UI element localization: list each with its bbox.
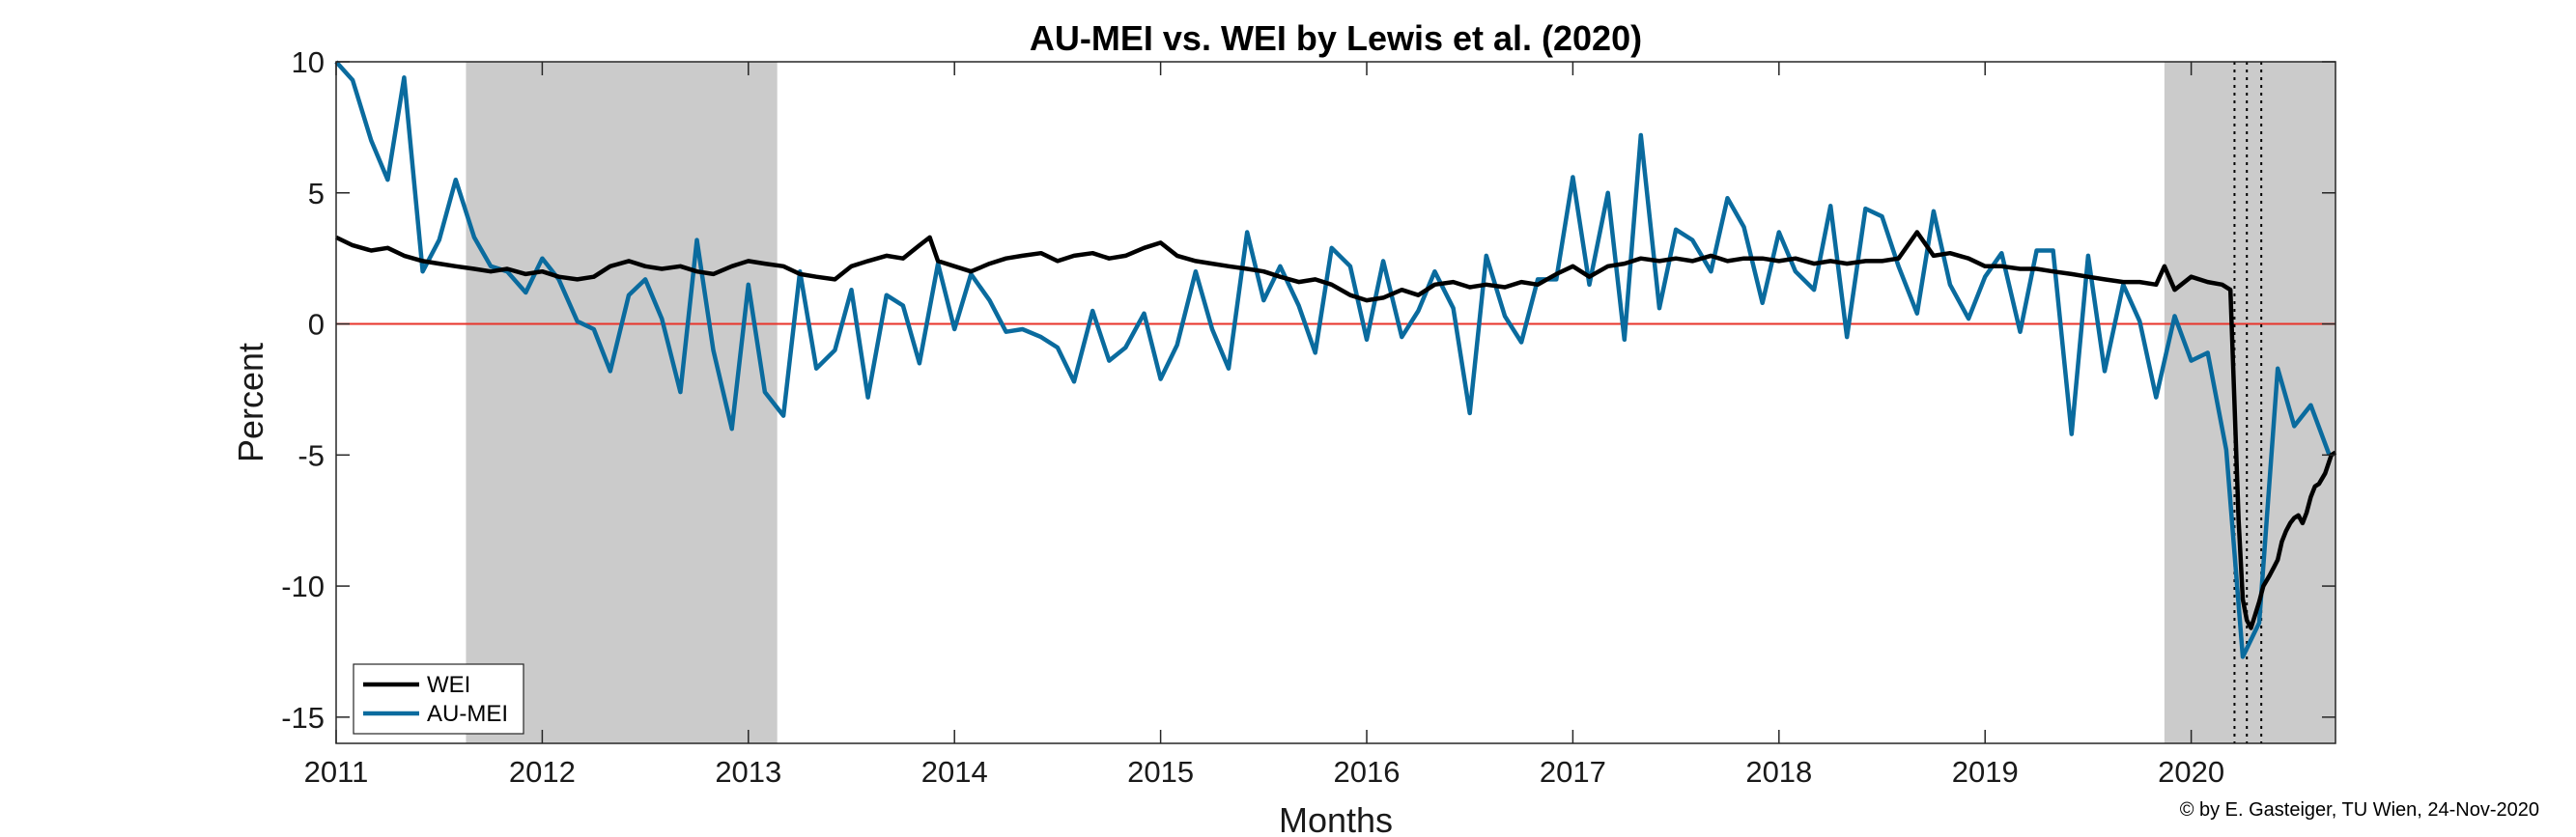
x-tick-label: 2017 [1540, 755, 1606, 789]
copyright-credit: © by E. Gasteiger, TU Wien, 24-Nov-2020 [2179, 799, 2539, 821]
y-tick-label: -5 [297, 438, 325, 472]
y-tick-label: 0 [308, 308, 325, 342]
y-tick-label: 10 [292, 45, 325, 79]
y-tick-label: -10 [281, 570, 325, 603]
x-tick-label: 2018 [1745, 755, 1812, 789]
x-tick-label: 2013 [715, 755, 781, 789]
x-tick-label: 2014 [921, 755, 988, 789]
legend-label: WEI [427, 672, 470, 698]
x-tick-label: 2015 [1127, 755, 1194, 789]
x-tick-label: 2019 [1952, 755, 2019, 789]
x-tick-label: 2020 [2158, 755, 2224, 789]
y-tick-label: 5 [308, 177, 325, 210]
x-tick-label: 2011 [304, 755, 369, 789]
x-tick-label: 2012 [509, 755, 576, 789]
legend-label: AU-MEI [427, 701, 508, 727]
chart-title: AU-MEI vs. WEI by Lewis et al. (2020) [1030, 18, 1642, 58]
y-axis-label: Percent [231, 343, 270, 462]
legend-box [353, 663, 524, 735]
y-tick-label: -15 [281, 701, 325, 735]
x-axis-label: Months [1279, 800, 1393, 837]
series-line-wei [335, 230, 2337, 630]
plot-frame [335, 61, 2336, 744]
x-tick-label: 2016 [1334, 755, 1401, 789]
legend: WEI AU-MEI [353, 663, 524, 735]
recession-shade-0 [466, 62, 778, 743]
series-line-au-mei [334, 60, 2332, 659]
